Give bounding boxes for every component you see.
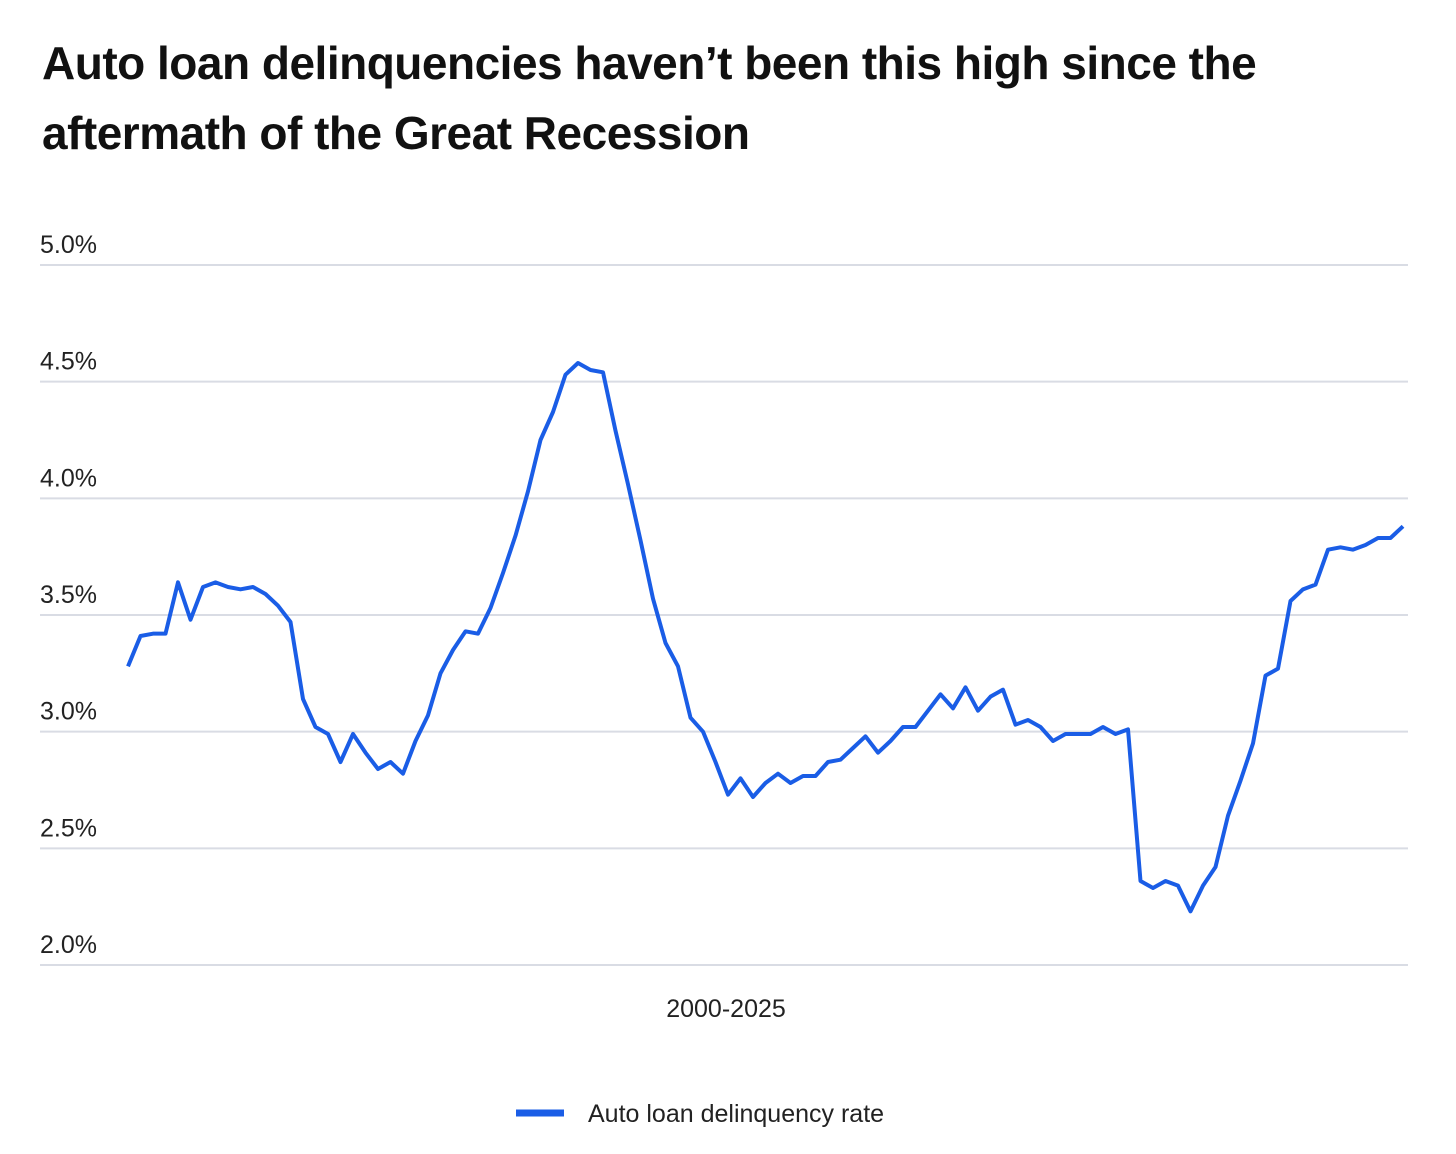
y-tick-label: 4.0% xyxy=(40,464,97,492)
data-line xyxy=(126,361,1405,914)
legend-label: Auto loan delinquency rate xyxy=(588,1100,884,1128)
y-tick-label: 2.0% xyxy=(40,931,97,959)
chart-title: Auto loan delinquencies haven’t been thi… xyxy=(42,37,1257,159)
y-tick-label: 3.5% xyxy=(40,581,97,609)
x-axis-label: 2000-2025 xyxy=(666,995,786,1023)
y-tick-label: 4.5% xyxy=(40,348,97,376)
y-tick-label: 2.5% xyxy=(40,814,97,842)
y-tick-label: 3.0% xyxy=(40,698,97,726)
y-tick-label: 5.0% xyxy=(40,231,97,259)
